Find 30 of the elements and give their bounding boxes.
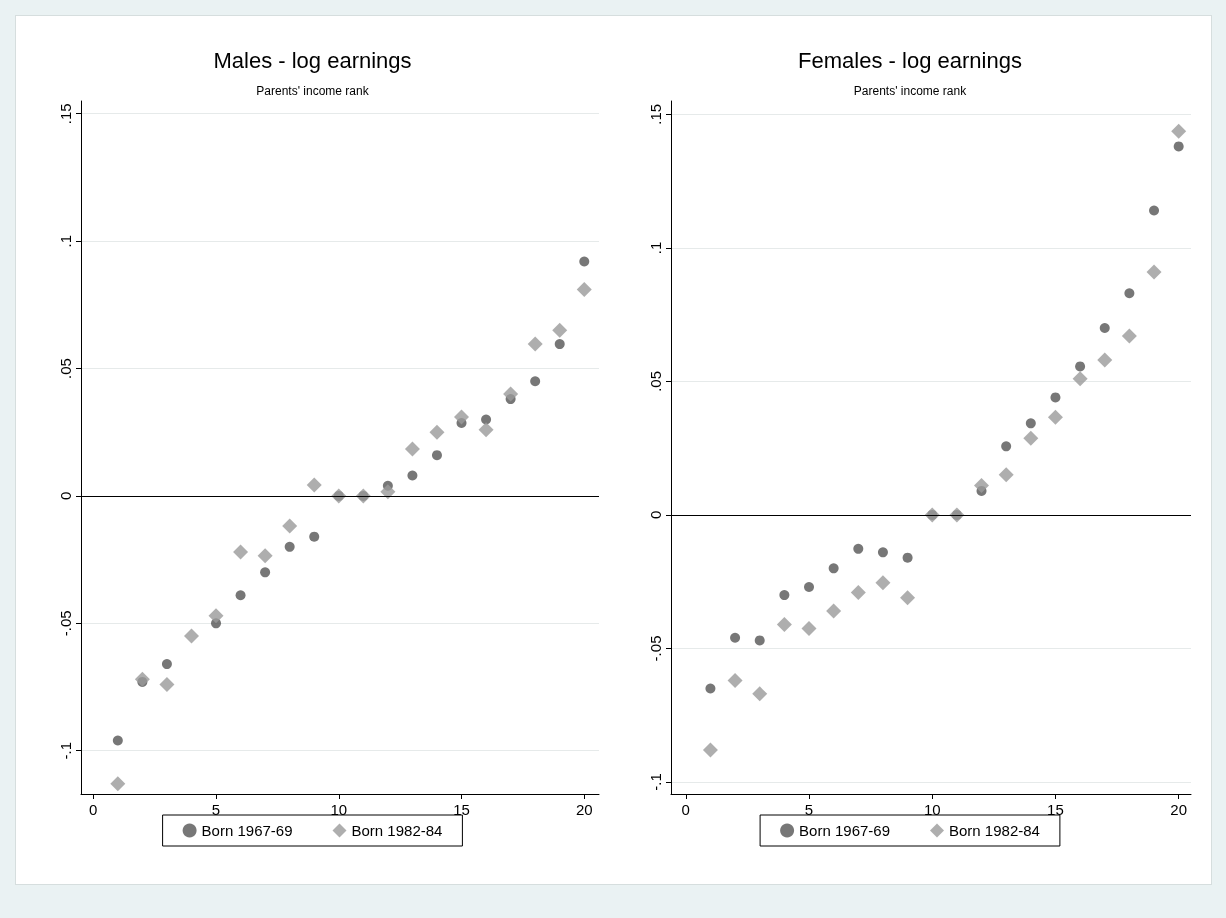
- x-tick-label: 10: [923, 801, 941, 818]
- chart-title: Males - log earnings: [213, 47, 412, 73]
- legend-label: Born 1982-84: [351, 822, 443, 839]
- legend-label: Born 1967-69: [799, 822, 891, 839]
- y-tick-label: .1: [647, 241, 664, 255]
- x-tick-label: 0: [681, 801, 690, 818]
- y-tick-label: .15: [57, 103, 74, 125]
- y-tick-label: -.05: [647, 635, 664, 662]
- x-tick-label: 10: [330, 801, 348, 818]
- y-tick-label: .1: [57, 234, 74, 248]
- y-tick-label: -.1: [647, 773, 664, 791]
- y-tick-label: -.05: [57, 610, 74, 637]
- x-tick-label: 20: [575, 801, 593, 818]
- legend-label: Born 1967-69: [201, 822, 293, 839]
- chart-title: Females - log earnings: [798, 47, 1022, 73]
- x-tick-label: 5: [211, 801, 221, 818]
- y-tick-label: .05: [647, 370, 664, 392]
- legend-label: Born 1982-84: [949, 822, 1040, 839]
- y-tick-label: .05: [57, 358, 74, 379]
- x-tick-label: 15: [453, 801, 470, 818]
- x-tick-label: 5: [804, 801, 814, 818]
- x-tick-label: 0: [89, 801, 98, 818]
- y-tick-label: 0: [647, 510, 664, 520]
- x-tick-label: 20: [1170, 801, 1188, 818]
- chart-subtitle: Parents' income rank: [853, 84, 968, 98]
- y-tick-label: 0: [57, 491, 74, 501]
- y-tick-label: -.1: [57, 741, 74, 760]
- y-tick-label: .15: [647, 103, 664, 125]
- chart-subtitle: Parents' income rank: [256, 84, 370, 98]
- x-tick-label: 15: [1047, 801, 1064, 818]
